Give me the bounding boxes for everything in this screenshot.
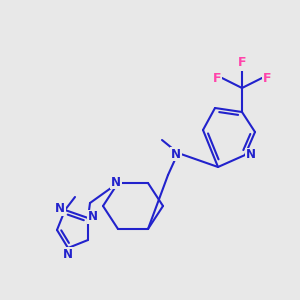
Text: F: F [238,56,246,70]
Text: N: N [246,148,256,161]
Text: N: N [88,211,98,224]
Text: N: N [171,148,181,160]
Text: N: N [55,202,65,215]
Text: F: F [263,73,271,85]
Text: N: N [63,248,73,260]
Text: N: N [111,176,121,188]
Text: F: F [213,73,221,85]
